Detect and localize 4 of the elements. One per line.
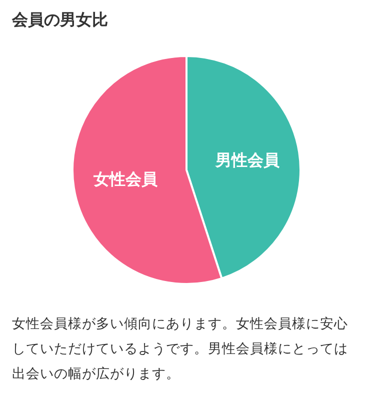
chart-title: 会員の男女比 — [11, 10, 108, 29]
slice-label: 女性会員 — [92, 170, 158, 189]
text: 女性会員様が多い傾向にあります。女性会員様に安心していただけているようです。男性会員様にとっては出会いの幅が広がります。 — [12, 315, 349, 384]
slice-label: 男性会員 — [214, 150, 281, 170]
